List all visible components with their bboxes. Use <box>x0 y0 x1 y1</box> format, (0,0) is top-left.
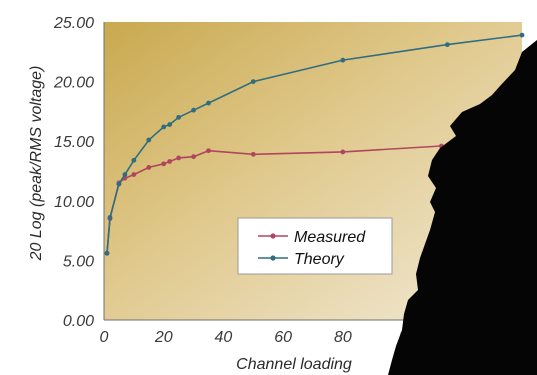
data-point-theory <box>104 250 110 256</box>
data-point-theory <box>122 172 128 177</box>
x-tick-label: 40 <box>215 329 233 346</box>
data-point-theory <box>250 79 256 84</box>
x-tick-label: 0 <box>100 329 109 346</box>
y-tick-label: 20.00 <box>53 75 94 92</box>
x-axis-label: Channel loading <box>236 356 352 373</box>
data-point-theory <box>444 42 450 48</box>
data-point-theory <box>131 157 137 163</box>
data-point-measured <box>206 148 211 154</box>
y-tick-label: 10.00 <box>54 194 94 211</box>
data-point-theory <box>191 107 196 113</box>
legend-box <box>237 217 393 275</box>
data-point-measured <box>161 161 167 167</box>
legend-marker-theory <box>270 255 276 261</box>
data-point-measured <box>191 154 196 160</box>
data-point-theory <box>519 32 525 38</box>
data-point-measured <box>340 149 346 155</box>
data-point-theory <box>107 215 113 220</box>
x-tick-label: 60 <box>274 329 292 346</box>
y-tick-label: 25.00 <box>53 15 94 32</box>
data-point-theory <box>167 122 173 127</box>
data-point-theory <box>146 137 152 143</box>
legend-label-measured: Measured <box>294 229 366 246</box>
data-point-measured <box>146 165 152 170</box>
data-point-theory <box>116 181 122 187</box>
legend-label-theory: Theory <box>294 251 345 268</box>
data-point-theory <box>176 114 182 120</box>
torn-page-edge <box>388 40 537 375</box>
data-point-theory <box>161 124 167 130</box>
data-point-measured <box>131 172 137 177</box>
y-axis-label: 20 Log (peak/RMS voltage) <box>28 66 45 262</box>
x-tick-label: 20 <box>154 329 173 346</box>
y-tick-label: 15.00 <box>54 134 94 151</box>
series-layer <box>104 32 525 256</box>
data-point-theory <box>340 57 346 63</box>
y-tick-label: 0.00 <box>63 313 94 330</box>
data-point-measured <box>167 159 173 164</box>
x-tick-label: 80 <box>334 329 352 346</box>
legend-marker-measured <box>270 233 276 239</box>
y-tick-label: 5.00 <box>63 253 94 270</box>
legend-items: Measured Theory <box>258 229 366 268</box>
data-point-theory <box>206 100 211 106</box>
legend: Measured Theory <box>237 217 393 275</box>
data-point-measured <box>176 155 182 161</box>
data-point-measured <box>250 151 256 157</box>
